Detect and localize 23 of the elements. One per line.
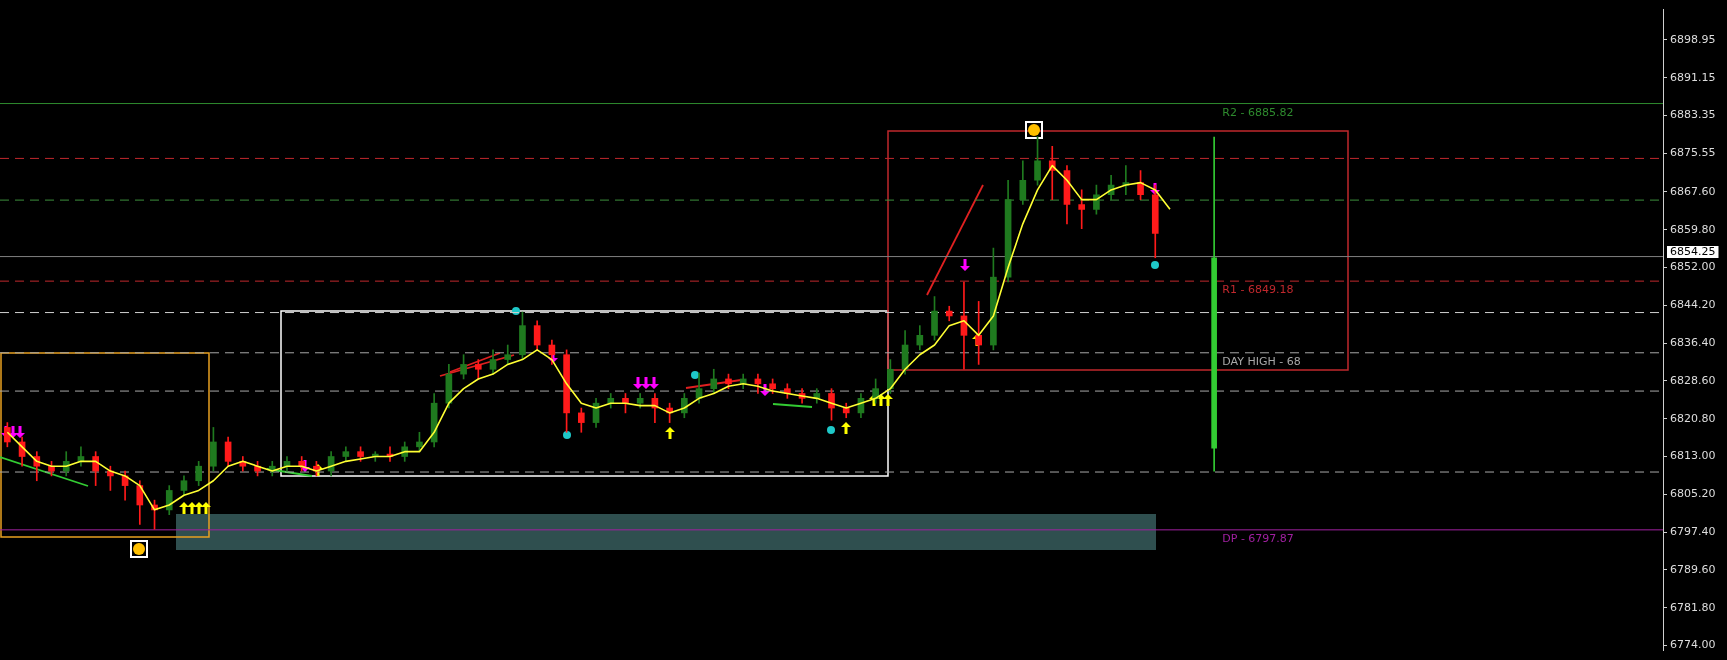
- candlestick: [1078, 189, 1086, 230]
- y-tick-label: 6844.20: [1670, 298, 1716, 312]
- text: 6854.25: [1670, 244, 1716, 258]
- y-tick-label: 6789.60: [1670, 562, 1716, 576]
- y-tick-label: 6852.00: [1670, 260, 1716, 274]
- y-tick-label: 6898.95: [1670, 32, 1716, 46]
- y-tick-label: 6883.35: [1670, 108, 1716, 122]
- y-tick-label: 6828.60: [1670, 373, 1716, 387]
- y-tick-label: 6805.20: [1670, 487, 1716, 501]
- ref-line-label: DP - 6797.87: [1222, 532, 1294, 546]
- ref-line-label: R1 - 6849.18: [1222, 283, 1294, 297]
- y-tick-label: 6813.00: [1670, 449, 1716, 463]
- y-tick-label: 6781.80: [1670, 600, 1716, 614]
- y-tick-label: 6836.40: [1670, 335, 1716, 349]
- y-tick-label: 6875.55: [1670, 146, 1716, 160]
- y-tick-label: 6820.80: [1670, 411, 1716, 425]
- y-tick-label: 6859.80: [1670, 222, 1716, 236]
- ref-line-label: R2 - 6885.82: [1222, 105, 1294, 119]
- y-tick-label: 6891.15: [1670, 70, 1716, 84]
- y-tick-label: 6797.40: [1670, 524, 1716, 538]
- y-tick-label: 6867.60: [1670, 184, 1716, 198]
- ref-line-label: DAY HIGH - 68: [1222, 355, 1301, 369]
- y-tick-label: 6774.00: [1670, 638, 1716, 652]
